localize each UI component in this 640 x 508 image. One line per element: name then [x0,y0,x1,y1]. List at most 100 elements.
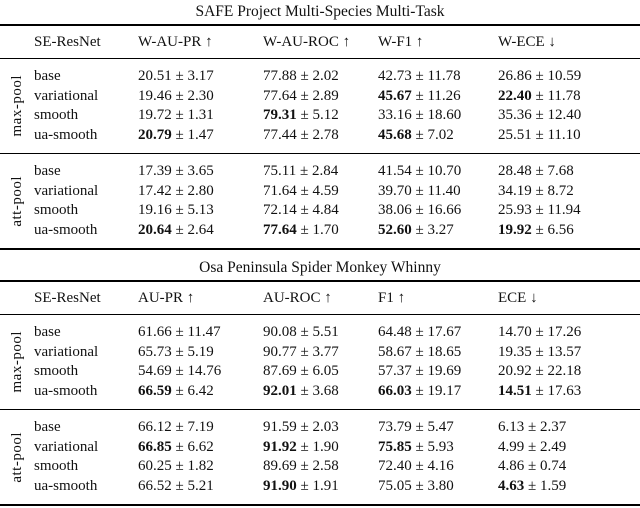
mean-value: 52.60 [378,221,412,238]
mean-value: 20.79 [138,126,172,143]
std-value: 11.40 [427,182,461,199]
std-value: 11.78 [547,87,581,104]
plus-minus-symbol: ± [531,87,548,104]
plus-minus-symbol: ± [411,107,428,123]
metric-value: 58.67 ± 18.65 [378,343,498,363]
mean-value: 35.36 [498,107,532,123]
group-max-pool: max-pool base 20.51 ± 3.17 77.88 ± 2.02 42.… [0,59,640,153]
std-value: 3.27 [427,221,454,238]
plus-minus-symbol: ± [411,477,428,494]
mean-value: 54.69 [138,363,172,379]
plus-minus-symbol: ± [171,477,188,494]
method-label: base [34,68,61,84]
std-value: 1.59 [539,477,567,494]
plus-minus-symbol: ± [411,68,428,84]
std-value: 5.47 [427,419,454,435]
mean-value: 17.39 [138,163,172,179]
std-value: 4.16 [427,458,454,474]
mean-value: 19.46 [138,87,172,104]
std-value: 2.37 [539,419,567,435]
metric-value: 4.99 ± 2.49 [498,438,640,458]
mean-value: 57.37 [378,363,412,379]
rotated-group-label: att-pool [8,431,25,483]
header-rule [0,58,640,59]
metric-value: 90.77 ± 3.77 [263,343,378,363]
top-rule [0,24,640,26]
metric-value: 66.03 ± 19.17 [378,382,498,402]
metric-value: 73.79 ± 5.47 [378,418,498,438]
mean-value: 71.64 [263,182,297,199]
metric-value: 17.39 ± 3.65 [138,162,263,182]
plus-minus-symbol: ± [524,438,540,455]
plus-minus-symbol: ± [411,363,428,379]
top-rule [0,280,640,282]
mean-value: 66.03 [378,382,412,399]
mean-value: 4.99 [498,438,525,455]
metric-value: 35.36 ± 12.40 [498,106,640,126]
plus-minus-symbol: ± [411,182,428,199]
mean-value: 90.08 [263,324,297,340]
metric-value: 79.31 ± 5.12 [263,106,378,126]
mean-value: 77.64 [263,221,297,238]
plus-minus-symbol: ± [531,163,548,179]
plus-minus-symbol: ± [171,68,188,84]
metric-value: 91.92 ± 1.90 [263,438,378,458]
column-header-model: SE-ResNet [34,33,101,50]
metric-value: 38.06 ± 16.66 [378,201,498,221]
plus-minus-symbol: ± [171,419,188,435]
plus-minus-symbol: ± [411,202,428,218]
plus-minus-symbol: ± [296,68,313,84]
metric-value: 34.19 ± 8.72 [498,182,640,202]
plus-minus-symbol: ± [296,382,313,399]
table-row: smooth 19.72 ± 1.31 79.31 ± 5.12 33.16 ± 18… [34,106,640,126]
column-header-metric: W-AU-ROC ↑ [263,33,351,50]
std-value: 16.66 [427,202,462,218]
mean-value: 75.11 [263,163,297,179]
plus-minus-symbol: ± [411,324,428,340]
plus-minus-symbol: ± [531,363,548,379]
table-row: smooth 54.69 ± 14.76 87.69 ± 6.05 57.37 ± 1… [34,362,640,382]
std-value: 11.47 [187,324,221,340]
std-value: 5.51 [312,324,339,340]
std-value: 1.70 [312,221,339,238]
metric-value: 91.59 ± 2.03 [263,418,378,438]
column-header-model: SE-ResNet [34,289,101,306]
std-value: 18.65 [427,343,462,360]
group-separator-rule [0,409,640,410]
plus-minus-symbol: ± [171,163,188,179]
mean-value: 19.16 [138,202,172,218]
mean-value: 34.19 [498,182,532,199]
mean-value: 64.48 [378,324,412,340]
std-value: 5.13 [187,202,214,218]
mean-value: 77.44 [263,126,297,143]
metric-value: 41.54 ± 10.70 [378,162,498,182]
mean-value: 77.88 [263,68,297,84]
mean-value: 91.92 [263,438,297,455]
plus-minus-symbol: ± [171,438,188,455]
column-header-metric: ECE ↓ [498,289,538,306]
std-value: 3.17 [187,68,214,84]
plus-minus-symbol: ± [531,343,548,360]
plus-minus-symbol: ± [171,363,188,379]
table-row: variational 65.73 ± 5.19 90.77 ± 3.77 58.67… [34,343,640,363]
metric-value: 52.60 ± 3.27 [378,221,498,241]
plus-minus-symbol: ± [524,477,540,494]
method-label: ua-smooth [34,382,98,399]
mean-value: 4.63 [498,477,525,494]
std-value: 4.59 [312,182,339,199]
metric-value: 14.51 ± 17.63 [498,382,640,402]
std-value: 6.05 [312,363,339,379]
plus-minus-symbol: ± [171,182,188,199]
table-row: base 61.66 ± 11.47 90.08 ± 5.51 64.48 ± 17.… [34,323,640,343]
mean-value: 60.25 [138,458,172,474]
metric-value: 33.16 ± 18.60 [378,106,498,126]
std-value: 11.78 [427,68,461,84]
metric-value: 42.73 ± 11.78 [378,67,498,87]
bottom-rule [0,248,640,250]
column-header-metric: W-AU-PR ↑ [138,33,213,50]
plus-minus-symbol: ± [531,107,548,123]
std-value: 1.47 [187,126,214,143]
std-value: 7.02 [427,126,454,143]
plus-minus-symbol: ± [411,87,428,104]
